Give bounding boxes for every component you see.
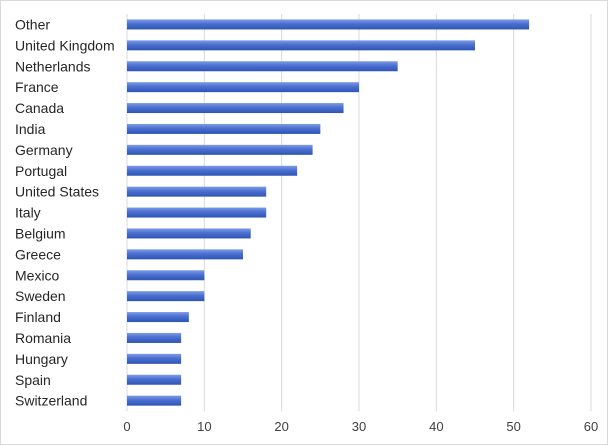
category-label: Hungary <box>15 351 68 367</box>
category-labels: Other United Kingdom Netherlands France Cana… <box>15 16 115 408</box>
bar-india <box>127 123 321 134</box>
bar-mexico <box>127 270 205 281</box>
bar-netherlands <box>127 61 398 72</box>
category-label: Mexico <box>15 267 60 283</box>
bar-romania <box>127 332 182 343</box>
x-tick-label: 40 <box>429 419 443 434</box>
category-label: Switzerland <box>15 393 87 409</box>
x-tick-label: 30 <box>352 419 366 434</box>
bar-switzerland <box>127 395 182 406</box>
x-tick-label: 50 <box>506 419 520 434</box>
x-tick-label: 20 <box>274 419 288 434</box>
bar-canada <box>127 103 344 114</box>
bar-belgium <box>127 228 251 239</box>
category-label: Finland <box>15 309 61 325</box>
bar-finland <box>127 312 189 323</box>
bars <box>127 19 530 406</box>
bar-sweden <box>127 291 205 302</box>
category-label: India <box>15 121 46 137</box>
category-label: Italy <box>15 205 41 221</box>
category-label: France <box>15 79 59 95</box>
x-tick-label: 60 <box>584 419 598 434</box>
category-label: Spain <box>15 372 51 388</box>
bar-other <box>127 19 530 30</box>
x-tick-label: 0 <box>123 419 130 434</box>
category-label: Belgium <box>15 225 66 241</box>
bar-united-states <box>127 186 267 197</box>
category-label: United States <box>15 184 99 200</box>
category-label: Portugal <box>15 163 67 179</box>
category-label: Other <box>15 16 50 32</box>
bar-portugal <box>127 165 298 176</box>
category-label: Netherlands <box>15 58 91 74</box>
category-label: Sweden <box>15 288 66 304</box>
category-label: Germany <box>15 142 73 158</box>
bar-united-kingdom <box>127 40 475 51</box>
category-label: Romania <box>15 330 71 346</box>
category-label: Canada <box>15 100 64 116</box>
x-tick-labels: 0 10 20 30 40 50 60 <box>123 419 598 434</box>
x-tick-label: 10 <box>197 419 211 434</box>
bar-italy <box>127 207 267 218</box>
bar-greece <box>127 249 243 260</box>
bar-france <box>127 82 359 93</box>
category-label: Greece <box>15 246 61 262</box>
bar-germany <box>127 144 313 155</box>
bar-spain <box>127 374 182 385</box>
category-label: United Kingdom <box>15 37 115 53</box>
bar-hungary <box>127 353 182 364</box>
gridlines <box>126 14 592 412</box>
